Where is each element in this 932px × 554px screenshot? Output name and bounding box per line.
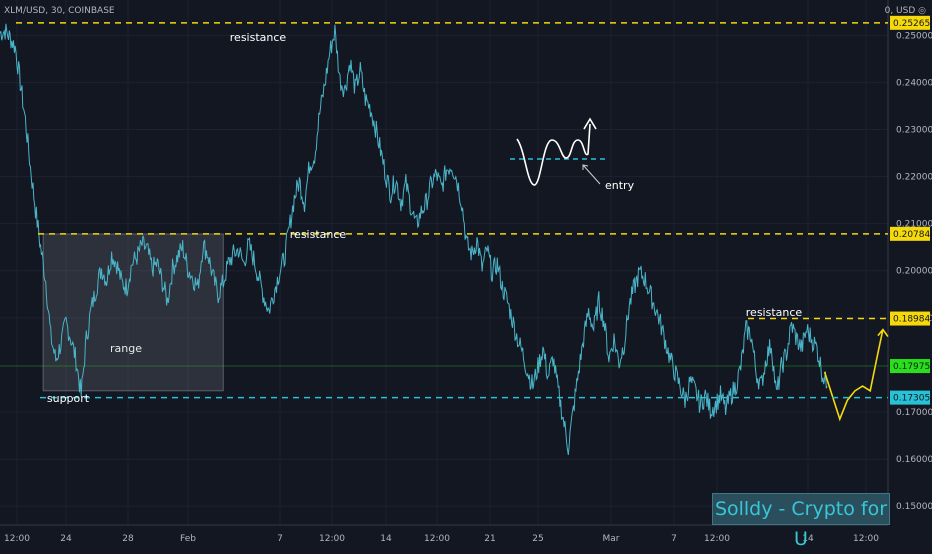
resistance-price-tag: 0.207840: [890, 226, 932, 241]
price-tag-box: [890, 15, 930, 30]
forecast-path: [823, 329, 884, 422]
entry-pointer-arrowhead: [582, 164, 589, 170]
x-tick-label: Feb: [180, 534, 196, 544]
x-tick-label: Mar: [603, 534, 620, 544]
x-tick-label: 21: [484, 534, 495, 544]
resistance-label: resistance: [746, 306, 803, 319]
resistance-label: resistance: [290, 228, 347, 241]
x-tick-label: 7: [671, 534, 677, 544]
entry-sketch-arrowhead: [583, 117, 597, 130]
symbol-title: XLM/USD, 30, COINBASE: [4, 6, 115, 16]
current-price-tag: 0.179759: [890, 359, 932, 374]
x-tick-label: 28: [122, 534, 134, 544]
x-tick-label: 7: [277, 534, 283, 544]
price-unit: 0, USD ◎: [884, 6, 926, 16]
price-tag-value: 0.207840: [893, 230, 932, 240]
price-tag-value: 0.173053: [893, 394, 932, 404]
y-tick-label: 0.150000: [896, 502, 932, 512]
entry-pointer-line: [582, 164, 601, 185]
support-price-tag: 0.173053: [890, 390, 932, 405]
forecast-arrowhead: [877, 328, 889, 338]
x-tick-label: 14: [380, 534, 392, 544]
entry-sketch-path: [516, 123, 591, 186]
resistance-price-tag: 0.252654: [890, 15, 932, 30]
x-tick-label: 12:00: [853, 534, 879, 544]
watermark-text: Solldy - Crypto for U: [712, 493, 890, 550]
resistance-label: resistance: [230, 31, 287, 44]
price-tag-value: 0.179759: [893, 362, 932, 372]
price-tag-value: 0.252654: [893, 19, 932, 29]
price-line: [0, 23, 828, 455]
price-tag-value: 0.189846: [893, 315, 932, 325]
price-tag-box: [890, 311, 930, 326]
price-tag-box: [890, 359, 930, 374]
support-label: support: [47, 392, 90, 405]
price-tag-box: [890, 226, 930, 241]
x-tick-label: 14: [802, 534, 814, 544]
x-tick-label: 24: [60, 534, 72, 544]
x-tick-label: 12:00: [424, 534, 450, 544]
x-tick-label: 12:00: [704, 534, 730, 544]
price-tag-box: [890, 390, 930, 405]
entry-label: entry: [605, 179, 635, 192]
resistance-price-tag: 0.189846: [890, 311, 932, 326]
x-tick-label: 12:00: [4, 534, 30, 544]
x-tick-label: 25: [532, 534, 543, 544]
range-box: [42, 233, 224, 392]
x-tick-label: 12:00: [319, 534, 345, 544]
range-label: range: [110, 342, 142, 355]
